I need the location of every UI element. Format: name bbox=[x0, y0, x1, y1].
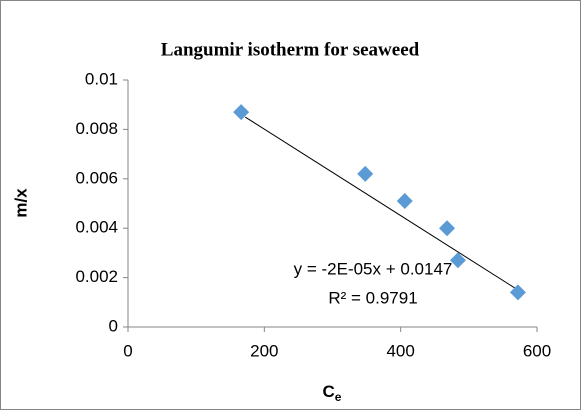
y-tick-label: 0.01 bbox=[85, 69, 118, 88]
y-tick-label: 0 bbox=[109, 316, 118, 335]
y-tick-label: 0.006 bbox=[75, 168, 118, 187]
y-tick-label: 0.008 bbox=[75, 119, 118, 138]
chart-title: Langumir isotherm for seaweed bbox=[161, 39, 420, 60]
y-tick-label: 0.004 bbox=[75, 218, 118, 237]
y-tick-label: 0.002 bbox=[75, 267, 118, 286]
point bbox=[396, 193, 413, 210]
point bbox=[509, 284, 526, 301]
x-tick-label: 400 bbox=[386, 341, 414, 360]
x-tick-label: 0 bbox=[123, 341, 132, 360]
x-tick-label: 200 bbox=[250, 341, 278, 360]
point bbox=[439, 220, 456, 237]
y-axis-label: m/x bbox=[11, 188, 30, 218]
point bbox=[233, 104, 250, 121]
point bbox=[357, 165, 374, 182]
equation: y = -2E-05x + 0.0147 bbox=[294, 259, 453, 278]
x-axis-label-sub: e bbox=[335, 390, 342, 404]
trendline bbox=[244, 116, 519, 291]
x-tick-label: 600 bbox=[523, 341, 551, 360]
point bbox=[449, 252, 466, 269]
x-axis-label-main: C bbox=[323, 382, 335, 401]
x-axis-label: Ce bbox=[323, 382, 342, 404]
r-squared: R² = 0.9791 bbox=[328, 288, 417, 307]
